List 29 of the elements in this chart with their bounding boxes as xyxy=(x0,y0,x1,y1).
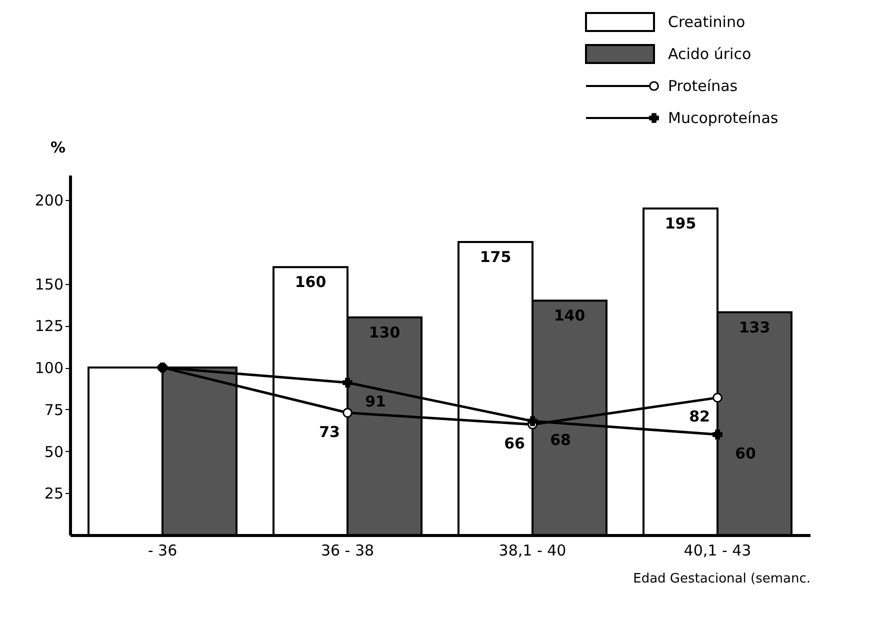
data-label: 68 xyxy=(550,431,571,450)
y-tick-label: 100 xyxy=(34,359,64,378)
y-tick-label: 25 xyxy=(44,484,64,503)
x-tick-label: 38,1 - 40 xyxy=(498,542,566,560)
data-label: 130 xyxy=(368,323,400,342)
y-tick-label: 75 xyxy=(44,400,64,419)
y-tick-label: 50 xyxy=(44,442,64,461)
legend-label: Mucoproteínas xyxy=(668,109,778,127)
y-tick-label: 150 xyxy=(34,275,64,294)
data-label: 66 xyxy=(504,434,525,452)
legend-label: Proteínas xyxy=(668,77,738,95)
data-label: 175 xyxy=(480,248,512,266)
x-tick-label: - 36 xyxy=(148,542,178,560)
y-tick-label: 200 xyxy=(34,192,64,210)
legend-label: Acido úrico xyxy=(668,45,752,63)
y-tick-label: 125 xyxy=(34,317,64,336)
legend-label: Creatinino xyxy=(668,13,746,31)
data-label: 91 xyxy=(365,392,386,411)
data-label: 195 xyxy=(664,214,696,232)
x-tick-label: 40,1 - 43 xyxy=(684,542,752,560)
data-label: 140 xyxy=(554,306,586,325)
x-axis-title: Edad Gestacional (semanc. xyxy=(633,572,810,586)
data-label: 82 xyxy=(689,408,710,426)
data-label: 133 xyxy=(738,318,770,336)
y-axis-title: % xyxy=(50,138,66,156)
x-tick-label: 36 - 38 xyxy=(320,542,374,560)
data-label: 60 xyxy=(735,444,756,463)
data-label: 73 xyxy=(319,422,340,441)
data-label: 160 xyxy=(294,273,326,292)
